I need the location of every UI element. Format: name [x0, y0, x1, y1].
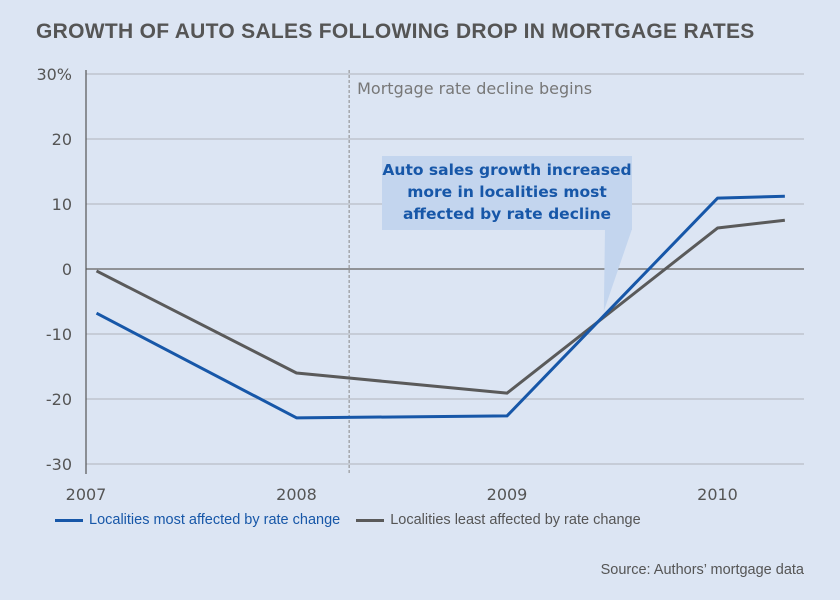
x-tick-label: 2007 [66, 485, 107, 504]
x-tick-label: 2008 [276, 485, 317, 504]
vertical-line-label: Mortgage rate decline begins [357, 79, 592, 98]
series-lines [95, 194, 786, 420]
callout-line: affected by rate decline [402, 205, 612, 223]
legend-item-least-affected: Localities least affected by rate change [356, 512, 641, 528]
y-tick-labels: 30% 20 10 0 -10 -20 -30 [36, 65, 72, 474]
legend-swatch-gray [356, 518, 385, 522]
x-tick-label: 2009 [487, 485, 528, 504]
legend-swatch-blue [55, 518, 83, 522]
y-tick-label: -10 [46, 325, 72, 344]
legend-item-most-affected: Localities most affected by rate change [55, 512, 340, 528]
y-tick-label: 20 [52, 130, 72, 149]
callout-pointer-shape [603, 229, 632, 312]
legend: Localities most affected by rate change … [55, 512, 657, 528]
callout-box: Auto sales growth increased more in loca… [382, 156, 632, 230]
y-tick-label: -20 [46, 390, 72, 409]
rate-decline-marker: Mortgage rate decline begins [348, 70, 592, 474]
y-tick-label: 0 [62, 260, 72, 279]
source-note: Source: Authors’ mortgage data [600, 562, 804, 578]
legend-label: Localities least affected by rate change [390, 512, 641, 528]
legend-label: Localities most affected by rate change [89, 512, 341, 528]
callout-line: Auto sales growth increased [382, 161, 632, 179]
y-tick-label: 30% [36, 65, 72, 84]
grid-lines [85, 70, 804, 474]
y-tick-label: 10 [52, 195, 72, 214]
chart-title: GROWTH OF AUTO SALES FOLLOWING DROP IN M… [36, 20, 755, 43]
y-tick-label: -30 [46, 455, 72, 474]
x-tick-labels: 2007 2008 2009 2010 [66, 485, 738, 504]
x-tick-label: 2010 [697, 485, 738, 504]
callout-line: more in localities most [407, 183, 607, 201]
callout-pointer [603, 229, 632, 312]
